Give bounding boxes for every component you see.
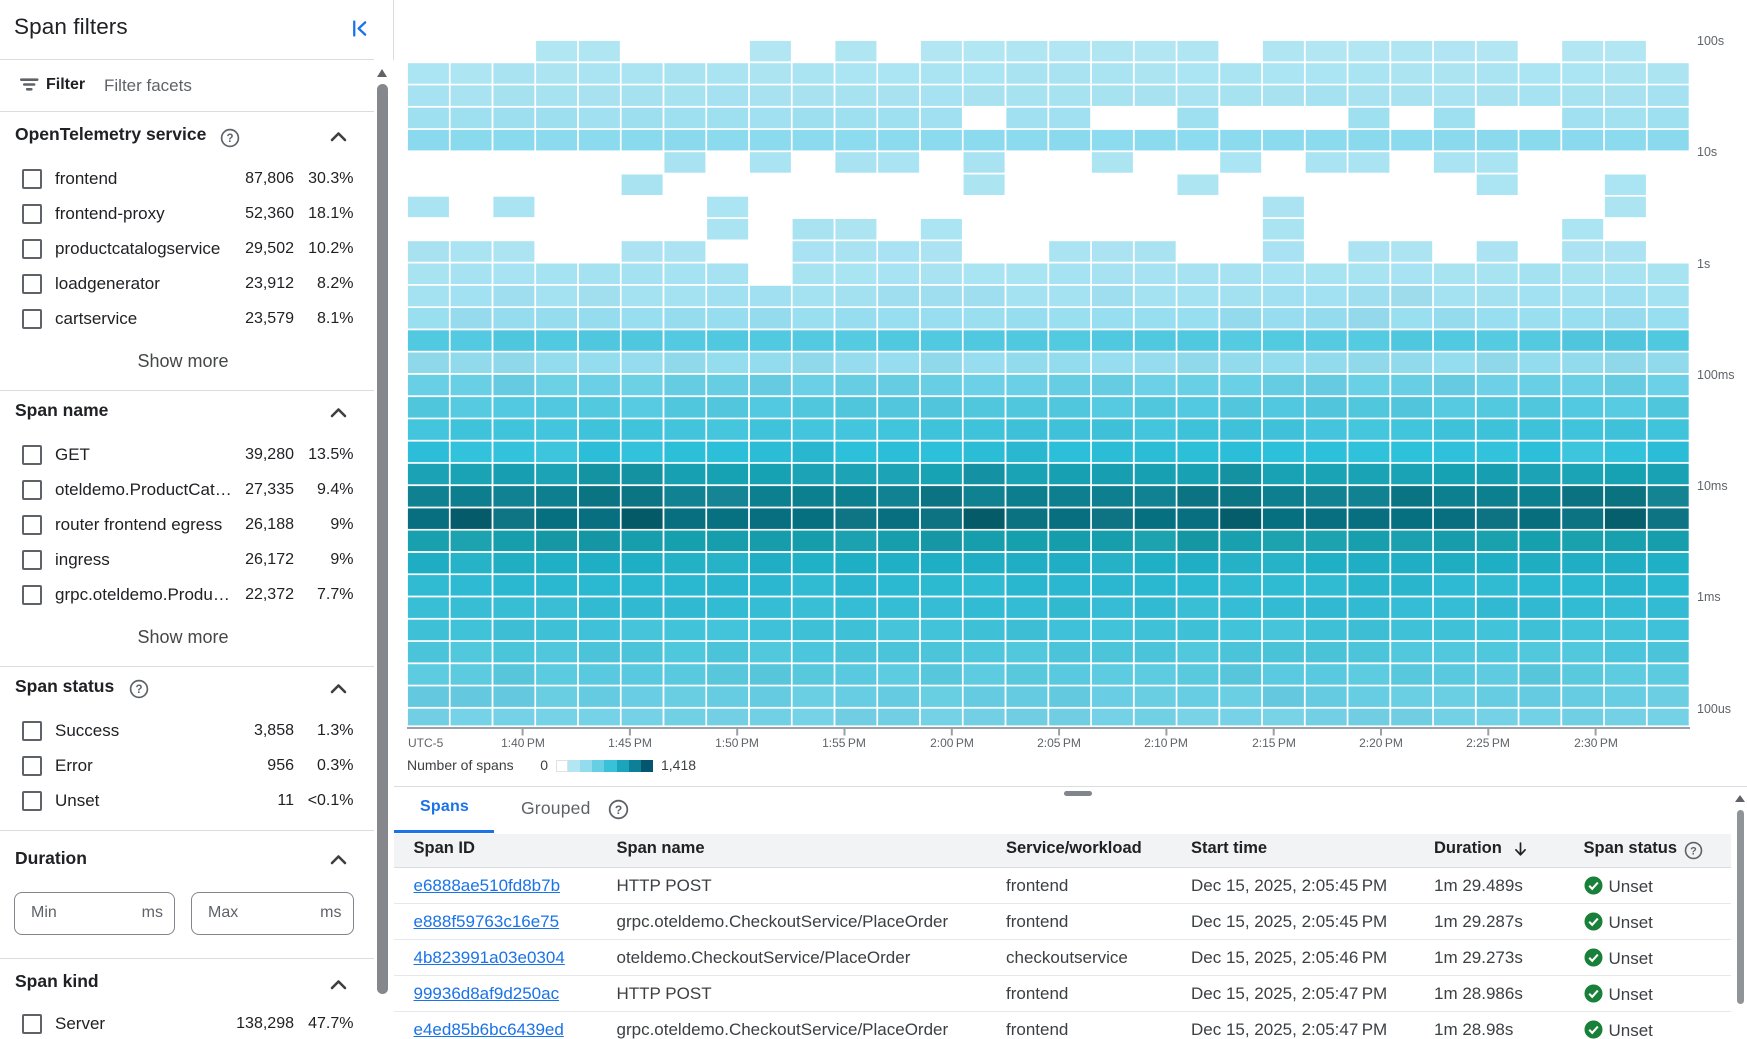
svg-text:?: ?: [135, 684, 142, 696]
svg-text:?: ?: [226, 133, 233, 145]
svg-text:?: ?: [1690, 845, 1697, 857]
svg-text:?: ?: [615, 803, 622, 817]
